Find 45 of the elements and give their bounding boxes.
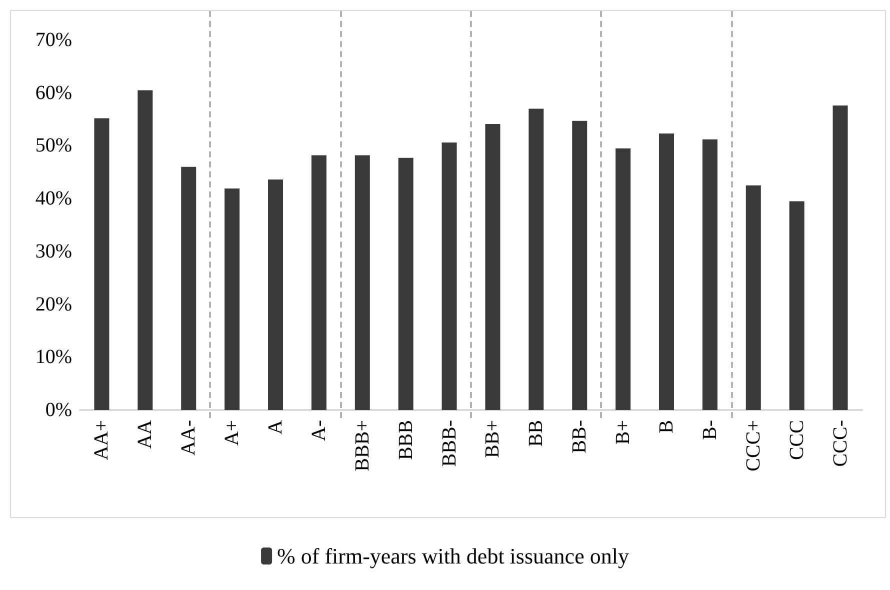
x-tick-label: AA- xyxy=(178,420,200,456)
x-tick-label: AA+ xyxy=(90,420,113,460)
x-tick-label: A+ xyxy=(221,420,244,446)
x-tick-label: B xyxy=(656,420,678,434)
bar xyxy=(268,180,283,410)
bar xyxy=(485,124,500,410)
y-tick-label: 60% xyxy=(35,82,72,104)
bar xyxy=(616,148,631,410)
x-tick-label: BB- xyxy=(568,420,591,454)
bar xyxy=(442,142,457,410)
legend-label: % of firm-years with debt issuance only xyxy=(277,544,629,568)
x-tick-label: BBB- xyxy=(438,420,460,467)
bar xyxy=(702,139,718,410)
x-tick-label: CCC+ xyxy=(742,420,764,472)
bar xyxy=(311,155,326,410)
bar xyxy=(832,106,848,410)
bar xyxy=(224,188,240,410)
x-tick-label: B+ xyxy=(612,420,634,445)
y-tick-label: 70% xyxy=(35,29,72,51)
bar xyxy=(572,120,588,410)
bar xyxy=(789,201,804,410)
x-tick-label: B- xyxy=(698,420,721,440)
y-tick-label: 10% xyxy=(35,346,72,368)
bar xyxy=(659,134,674,410)
bar xyxy=(354,155,370,410)
x-tick-label: A xyxy=(264,419,286,434)
bar xyxy=(181,166,196,410)
bar xyxy=(398,158,414,410)
x-tick-label: BBB xyxy=(394,420,417,460)
y-tick-label: 40% xyxy=(35,188,72,210)
y-tick-label: 0% xyxy=(45,399,72,421)
x-tick-label: CCC- xyxy=(829,420,852,467)
x-tick-label: BB xyxy=(525,420,548,447)
bar xyxy=(94,118,110,410)
x-tick-label: AA xyxy=(134,419,156,449)
y-tick-label: 30% xyxy=(35,240,72,262)
bar xyxy=(528,108,544,410)
y-tick-label: 50% xyxy=(35,134,72,157)
bar xyxy=(138,90,153,410)
x-tick-label: A- xyxy=(308,420,330,442)
y-tick-label: 20% xyxy=(35,293,72,316)
x-tick-label: CCC xyxy=(786,420,808,460)
x-tick-label: BBB+ xyxy=(351,420,374,472)
x-tick-label: BB+ xyxy=(482,420,504,458)
bar xyxy=(746,185,761,410)
